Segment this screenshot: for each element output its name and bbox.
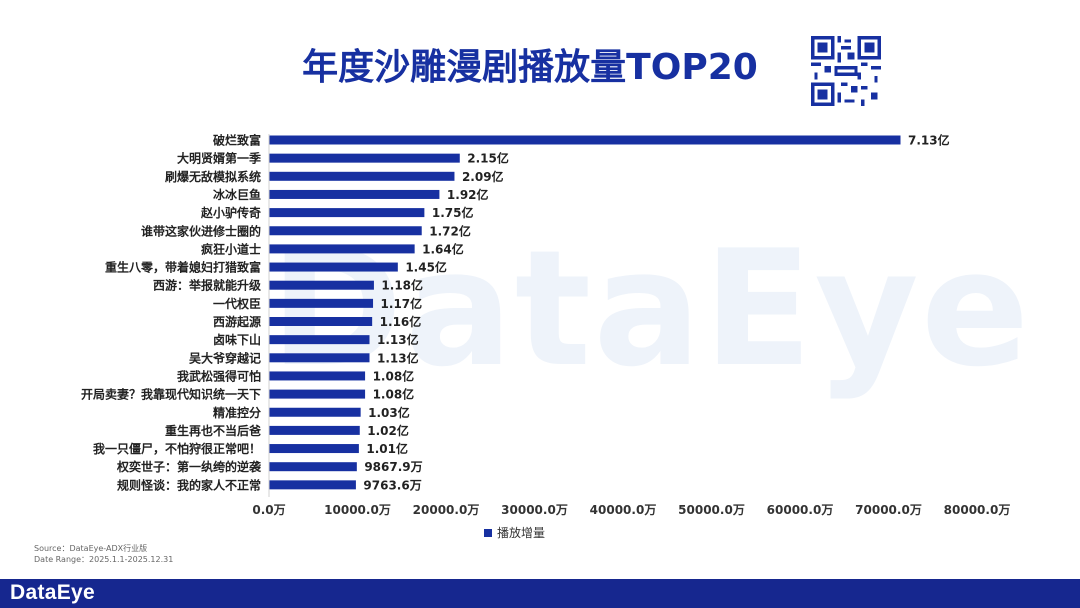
bar	[269, 425, 360, 435]
x-tick-label: 0.0万	[252, 503, 285, 517]
bar	[269, 317, 373, 326]
bar	[269, 189, 440, 199]
x-tick-label: 60000.0万	[767, 503, 834, 517]
bar	[269, 280, 374, 290]
bar	[269, 480, 356, 490]
bar	[269, 353, 370, 363]
bar	[269, 244, 415, 254]
bar	[269, 153, 460, 163]
x-tick-label: 80000.0万	[944, 503, 1011, 517]
bar	[269, 371, 366, 381]
x-tick-label: 40000.0万	[590, 503, 657, 517]
category-label: 吴大爷穿越记	[189, 350, 261, 365]
category-label: 冰冰巨鱼	[213, 187, 261, 202]
data-label: 1.13亿	[377, 350, 419, 365]
data-label: 1.08亿	[373, 387, 415, 402]
footer-bar: DataEye	[0, 579, 1080, 608]
source-note: Source：DataEye-ADX行业版 Date Range：2025.1.…	[34, 543, 173, 565]
category-label: 谁带这家伙进修士圈的	[141, 223, 261, 238]
source-line: Source：DataEye-ADX行业版	[34, 544, 148, 553]
data-label: 9763.6万	[363, 478, 421, 492]
x-tick-label: 20000.0万	[413, 503, 480, 517]
data-label: 1.92亿	[447, 187, 489, 202]
category-label: 西游起源	[213, 314, 261, 329]
bar	[269, 208, 425, 218]
data-label: 7.13亿	[908, 133, 950, 148]
category-label: 卤味下山	[213, 332, 261, 347]
data-label: 1.02亿	[367, 423, 409, 438]
data-label: 1.45亿	[405, 260, 447, 275]
data-label: 1.17亿	[381, 296, 423, 311]
category-label: 我一只僵尸，不怕狩很正常吧！	[93, 441, 261, 456]
data-label: 1.72亿	[429, 223, 471, 238]
bar	[269, 335, 370, 345]
x-tick-label: 30000.0万	[501, 503, 568, 517]
bar	[269, 262, 398, 272]
category-label: 我武松强得可怕	[177, 368, 261, 383]
category-label: 破烂致富	[213, 133, 261, 148]
page-title: 年度沙雕漫剧播放量TOP20	[302, 47, 758, 88]
category-label: 重生八零，带着媳妇打猎致富	[105, 260, 261, 275]
data-label: 1.18亿	[381, 278, 423, 293]
category-label: 刷爆无敌模拟系统	[165, 169, 261, 184]
bar	[269, 389, 366, 399]
data-label: 2.09亿	[462, 169, 504, 184]
category-label: 规则怪谈：我的家人不正常	[117, 477, 261, 492]
bar	[269, 226, 422, 236]
data-label: 1.01亿	[366, 441, 408, 456]
bar	[269, 171, 455, 181]
bar	[269, 135, 901, 145]
data-label: 1.08亿	[373, 368, 415, 383]
data-label: 1.75亿	[432, 205, 474, 220]
bar	[269, 407, 361, 417]
data-label: 9867.9万	[364, 460, 422, 474]
category-label: 一代权臣	[213, 296, 261, 311]
legend-label: 播放增量	[497, 526, 546, 540]
x-tick-label: 10000.0万	[324, 503, 391, 517]
category-label: 精准控分	[213, 405, 261, 420]
category-label: 西游：举报就能升级	[153, 278, 261, 293]
qr-code-icon	[811, 36, 881, 106]
bar	[269, 462, 357, 472]
data-label: 1.16亿	[380, 314, 422, 329]
legend: 播放增量	[484, 524, 545, 541]
x-tick-label: 70000.0万	[855, 503, 922, 517]
footer-logo: DataEye	[10, 581, 95, 604]
data-label: 1.13亿	[377, 332, 419, 347]
category-label: 大明贤婿第一季	[177, 151, 262, 166]
category-label: 赵小驴传奇	[200, 205, 261, 220]
bar	[269, 298, 374, 308]
data-label: 1.03亿	[368, 405, 410, 420]
legend-swatch	[484, 528, 492, 537]
x-tick-label: 50000.0万	[678, 503, 745, 517]
category-label: 权奕世子：第一纨绔的逆袭	[116, 459, 262, 474]
data-label: 2.15亿	[467, 151, 509, 166]
bar	[269, 444, 359, 454]
category-label: 疯狂小道士	[201, 241, 261, 256]
category-label: 重生再也不当后爸	[165, 423, 261, 438]
category-label: 开局卖妻？我靠现代知识统一天下	[81, 387, 261, 402]
date-range-line: Date Range：2025.1.1-2025.12.31	[34, 555, 174, 564]
data-label: 1.64亿	[422, 241, 464, 256]
